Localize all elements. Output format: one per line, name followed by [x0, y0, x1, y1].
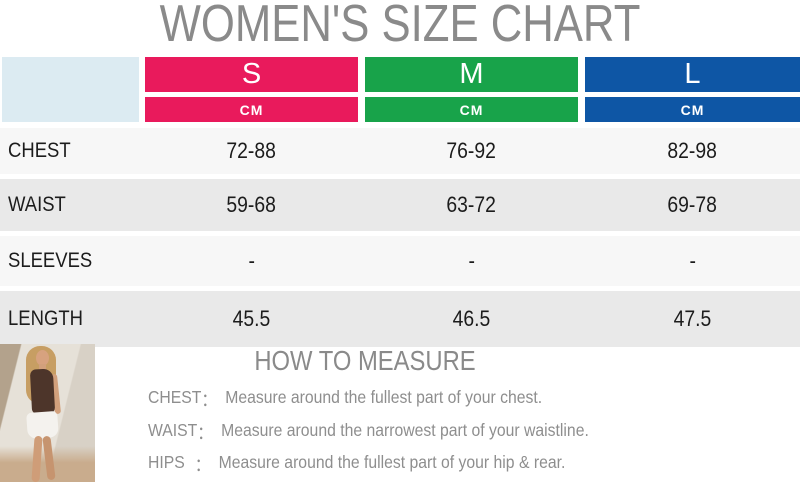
- measure-text: Measure around the fullest part of your …: [218, 452, 566, 472]
- unit-label-l: CM: [680, 101, 705, 118]
- row-label: CHEST: [8, 139, 71, 162]
- measure-text: Measure around the fullest part of your …: [225, 387, 543, 407]
- cell-waist-m: 63-72: [446, 192, 497, 217]
- measure-instruction-chest: CHEST： Measure around the fullest part o…: [148, 387, 543, 410]
- model-top: [29, 368, 56, 415]
- unit-header-l: CM: [585, 97, 800, 122]
- table-row-length: LENGTH 45.5 46.5 47.5: [0, 291, 800, 347]
- table-row-waist: WAIST 59-68 63-72 69-78: [0, 179, 800, 231]
- cell-chest-l: 82-98: [667, 138, 718, 163]
- size-label-s: S: [241, 58, 262, 90]
- size-column-header-m: M: [365, 57, 578, 92]
- cell-length-l: 47.5: [673, 306, 712, 331]
- size-label-m: M: [459, 58, 484, 90]
- cell-sleeves-l: -: [689, 248, 696, 273]
- cell-length-m: 46.5: [452, 306, 491, 331]
- model-photo: [0, 344, 95, 482]
- row-label: SLEEVES: [8, 249, 93, 272]
- table-corner-cell: [2, 57, 139, 122]
- size-column-header-s: S: [145, 57, 358, 92]
- size-label-l: L: [684, 58, 701, 90]
- row-label: WAIST: [8, 193, 66, 216]
- cell-chest-s: 72-88: [226, 138, 277, 163]
- measure-label: HIPS: [148, 452, 185, 472]
- measure-label: CHEST: [148, 387, 202, 407]
- page-title: WOMEN'S SIZE CHART: [159, 0, 641, 53]
- unit-header-s: CM: [145, 97, 358, 122]
- cell-length-s: 45.5: [232, 306, 271, 331]
- table-row-chest: CHEST 72-88 76-92 82-98: [0, 128, 800, 174]
- unit-label-s: CM: [239, 101, 264, 118]
- how-to-measure-title: HOW TO MEASURE: [254, 345, 476, 376]
- measure-label: WAIST: [148, 420, 198, 440]
- measure-text: Measure around the narrowest part of you…: [221, 420, 589, 440]
- unit-label-m: CM: [459, 101, 484, 118]
- size-column-header-l: L: [585, 57, 800, 92]
- cell-chest-m: 76-92: [446, 138, 497, 163]
- cell-sleeves-s: -: [248, 248, 255, 273]
- unit-header-m: CM: [365, 97, 578, 122]
- row-label: LENGTH: [8, 307, 83, 330]
- model-face: [36, 350, 49, 366]
- table-row-sleeves: SLEEVES - - -: [0, 236, 800, 286]
- cell-waist-s: 59-68: [226, 192, 277, 217]
- model-skirt: [26, 410, 59, 440]
- cell-sleeves-m: -: [468, 248, 475, 273]
- cell-waist-l: 69-78: [667, 192, 718, 217]
- measure-instruction-hips: HIPS： Measure around the fullest part of…: [148, 452, 566, 475]
- measure-instruction-waist: WAIST： Measure around the narrowest part…: [148, 420, 589, 443]
